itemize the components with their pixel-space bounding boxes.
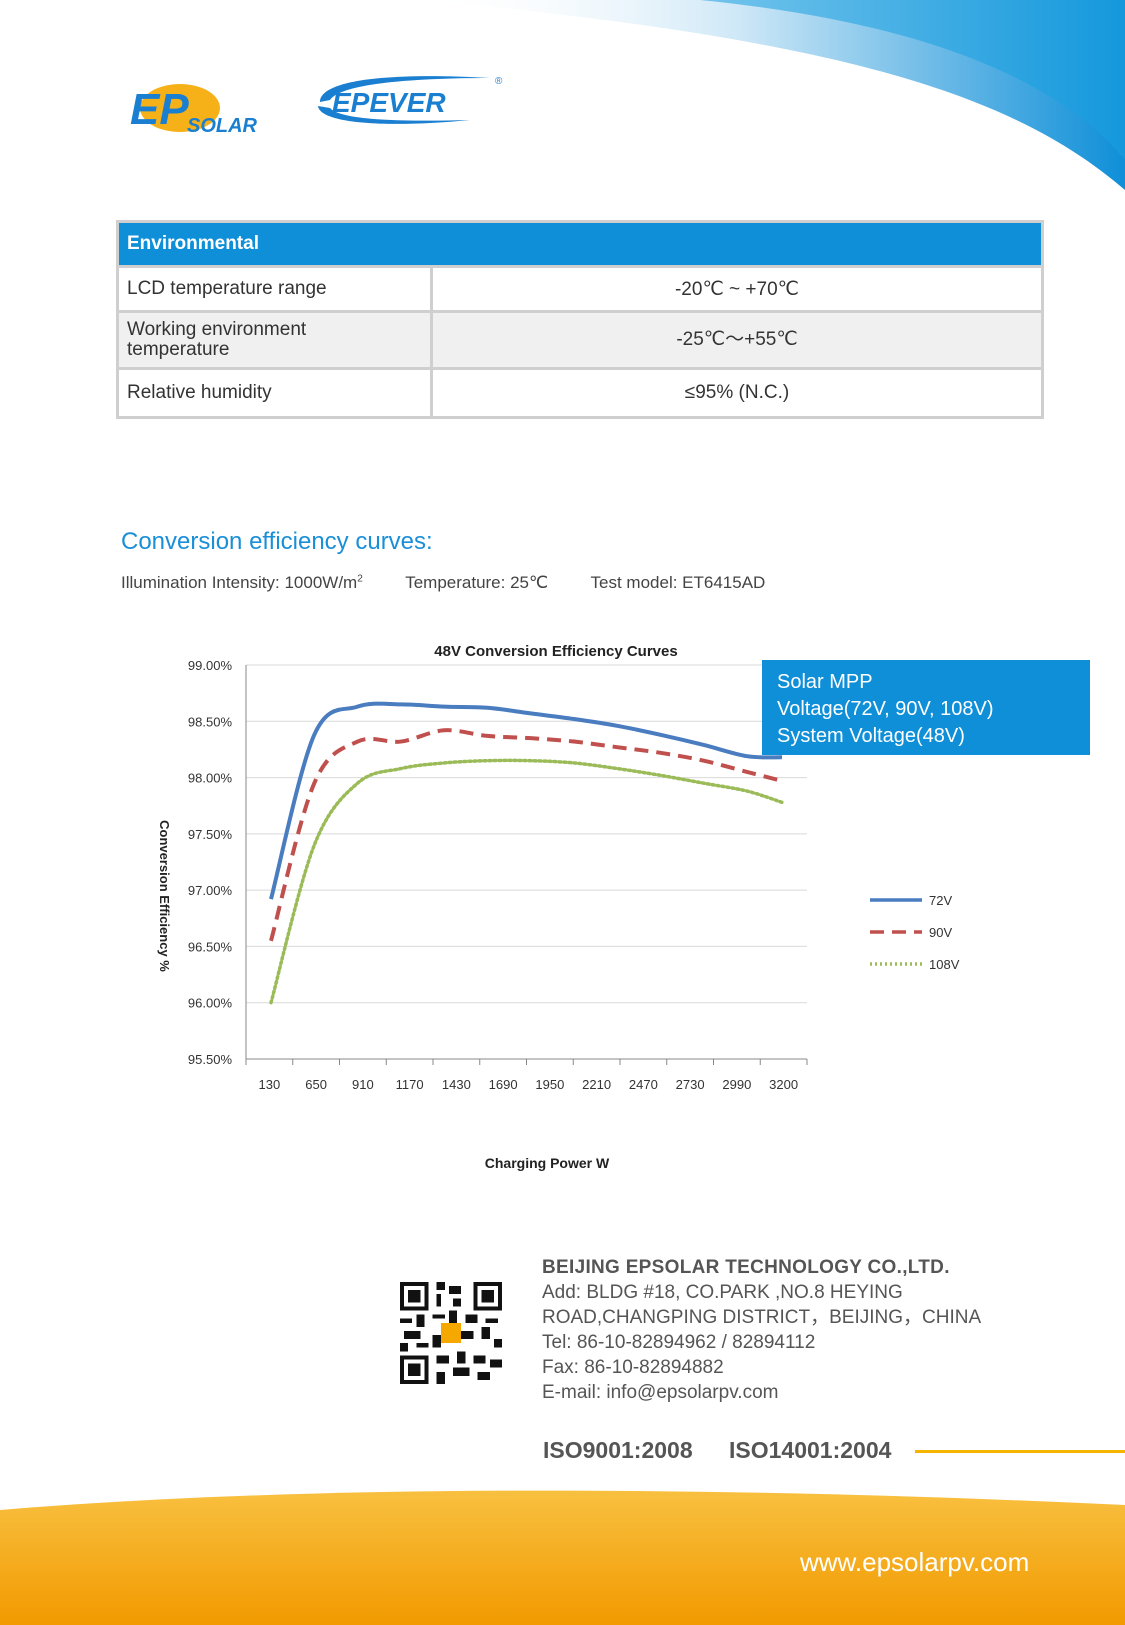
illumination-text: Illumination Intensity: 1000W/m (121, 573, 358, 592)
legend-label: 72V (929, 893, 952, 908)
y-tick-label: 96.50% (188, 939, 233, 954)
row-label-line: Working environment (127, 319, 307, 340)
x-tick-label: 130 (259, 1077, 281, 1092)
series-line-72v (269, 701, 783, 900)
series-line-90v (269, 728, 783, 942)
company-contact: BEIJING EPSOLAR TECHNOLOGY CO.,LTD. Add:… (542, 1255, 981, 1405)
x-tick-label: 910 (352, 1077, 374, 1092)
iso-9001: ISO9001:2008 (543, 1437, 693, 1463)
iso-divider-line (915, 1450, 1125, 1453)
y-tick-label: 98.00% (188, 771, 233, 786)
bottom-decorative-band (0, 1490, 1125, 1625)
row-value: ≤95% (N.C.) (430, 367, 1044, 419)
temperature-condition: Temperature: 25℃ (405, 573, 549, 592)
table-row: Relative humidity ≤95% (N.C.) (116, 367, 1044, 419)
website-link[interactable]: www.epsolarpv.com (800, 1547, 1030, 1577)
info-line: Solar MPP (777, 671, 873, 693)
legend-label: 90V (929, 925, 952, 940)
chart-grid (245, 664, 807, 1060)
x-tick-label: 2990 (722, 1077, 751, 1092)
section-title: Conversion efficiency curves: (121, 528, 433, 555)
x-tick-label: 2470 (629, 1077, 658, 1092)
x-tick-label: 1170 (396, 1077, 424, 1092)
company-fax: Fax: 86-10-82894882 (542, 1357, 724, 1378)
environmental-table: Environmental LCD temperature range -20℃… (116, 220, 1044, 419)
company-address-line: ROAD,CHANGPING DISTRICT，BEIJING，CHINA (542, 1307, 982, 1328)
table-row: Working environment temperature -25℃～+55… (116, 310, 1044, 370)
mpp-info-box: Solar MPP Voltage(72V, 90V, 108V) System… (762, 660, 1090, 755)
x-tick-label: 2730 (676, 1077, 705, 1092)
x-tick-label: 2210 (582, 1077, 611, 1092)
x-tick-label: 1950 (535, 1077, 564, 1092)
qr-code[interactable] (400, 1282, 502, 1384)
iso-14001: ISO14001:2004 (729, 1437, 892, 1463)
certifications: ISO9001:2008 ISO14001:2004 (543, 1437, 921, 1464)
test-conditions: Illumination Intensity: 1000W/m2 Tempera… (121, 573, 803, 593)
chart-title: 48V Conversion Efficiency Curves (434, 643, 677, 660)
x-axis-label: Charging Power W (485, 1155, 610, 1171)
illumination-sup: 2 (357, 573, 363, 585)
table-header: Environmental (116, 220, 1044, 268)
y-axis-ticks: 95.50% 96.00% 96.50% 97.00% 97.50% 98.00% 98.5… (188, 658, 233, 1067)
x-tick-label: 3200 (769, 1077, 798, 1092)
table-header-row: Environmental (116, 220, 1044, 268)
x-tick-label: 1430 (442, 1077, 471, 1092)
x-tick-label: 1690 (489, 1077, 518, 1092)
y-tick-label: 98.50% (188, 714, 233, 729)
y-tick-label: 99.00% (188, 658, 233, 673)
x-tick-label: 650 (305, 1077, 327, 1092)
y-tick-label: 96.00% (188, 996, 233, 1011)
illumination-intensity: Illumination Intensity: 1000W/m2 (121, 573, 363, 592)
epever-logo: EPEVER ® (318, 76, 503, 124)
legend-label: 108V (929, 957, 960, 972)
row-label-line: temperature (127, 339, 230, 360)
company-email[interactable]: E-mail: info@epsolarpv.com (542, 1382, 779, 1403)
table-row: LCD temperature range -20℃ ~ +70℃ (116, 265, 1044, 313)
chart-series (269, 701, 784, 1005)
ep-logo-text: EP (130, 85, 189, 134)
row-label: LCD temperature range (116, 265, 433, 313)
y-axis-label: Conversion Efficiency % (157, 820, 172, 972)
company-tel: Tel: 86-10-82894962 / 82894112 (542, 1332, 816, 1353)
epever-logo-text: EPEVER (332, 87, 446, 118)
row-value: -20℃ ~ +70℃ (430, 265, 1044, 313)
top-decorative-swoosh (420, 0, 1125, 190)
chart-legend: 72V 90V 108V (870, 893, 960, 972)
y-tick-label: 97.00% (188, 883, 233, 898)
row-value: -25℃～+55℃ (430, 310, 1044, 370)
series-line-108v (269, 758, 784, 1005)
company-address-line: Add: BLDG #18, CO.PARK ,NO.8 HEYING (542, 1282, 903, 1303)
company-name: BEIJING EPSOLAR TECHNOLOGY CO.,LTD. (542, 1257, 950, 1278)
ep-logo-sub: SOLAR (187, 115, 258, 137)
efficiency-chart: 48V Conversion Efficiency Curves 95.50%9… (157, 643, 960, 1171)
row-label: Relative humidity (116, 367, 433, 419)
info-line: Voltage(72V, 90V, 108V) (777, 698, 994, 720)
info-line: System Voltage(48V) (777, 725, 965, 747)
test-model: Test model: ET6415AD (590, 573, 766, 592)
y-tick-label: 97.50% (188, 827, 233, 842)
x-axis-ticks: 130 650 910 1170 1430 1690 1950 2210 2470 2730 299… (245, 1059, 808, 1092)
row-label: Working environment temperature (116, 310, 433, 370)
y-tick-label: 95.50% (188, 1052, 233, 1067)
registered-mark: ® (495, 76, 503, 87)
epsolar-logo: EP SOLAR (130, 84, 258, 137)
